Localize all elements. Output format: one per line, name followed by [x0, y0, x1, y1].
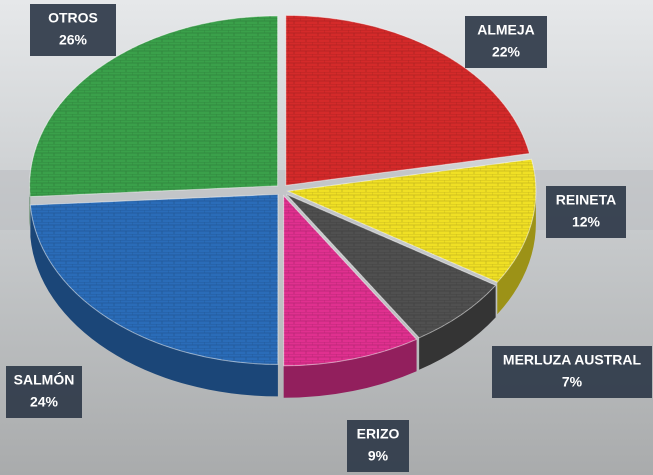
- slice-side: [497, 191, 536, 315]
- slice-texture: [29, 15, 278, 197]
- slice-texture: [287, 159, 536, 283]
- value-label: 26%: [59, 32, 88, 48]
- label-box: [6, 366, 82, 418]
- labels: ALMEJA 22% REINETA 12% MERLUZA AUSTRAL 7% ERIZ…: [6, 4, 652, 472]
- label-box: [30, 4, 116, 56]
- label-box: [465, 16, 547, 68]
- value-label: 12%: [572, 214, 601, 230]
- value-label: 22%: [492, 44, 521, 60]
- value-label: 24%: [30, 394, 59, 410]
- category-label: OTROS: [48, 10, 98, 26]
- slice-texture: [285, 15, 530, 186]
- label-box: [347, 420, 409, 472]
- slice-texture: [286, 194, 496, 338]
- slice-texture: [283, 195, 417, 366]
- value-label: 9%: [368, 448, 389, 464]
- slice-side: [283, 339, 417, 398]
- category-label: ERIZO: [357, 426, 400, 442]
- slice-side: [30, 205, 278, 397]
- pie: [29, 14, 537, 398]
- value-label: 7%: [562, 374, 583, 390]
- category-label: REINETA: [556, 192, 616, 208]
- category-label: MERLUZA AUSTRAL: [503, 352, 642, 368]
- label-box: [492, 346, 652, 398]
- slice-side: [419, 285, 496, 370]
- category-label: SALMÓN: [14, 371, 75, 388]
- label-box: [546, 186, 626, 238]
- slice-texture: [30, 194, 278, 365]
- category-label: ALMEJA: [477, 22, 535, 38]
